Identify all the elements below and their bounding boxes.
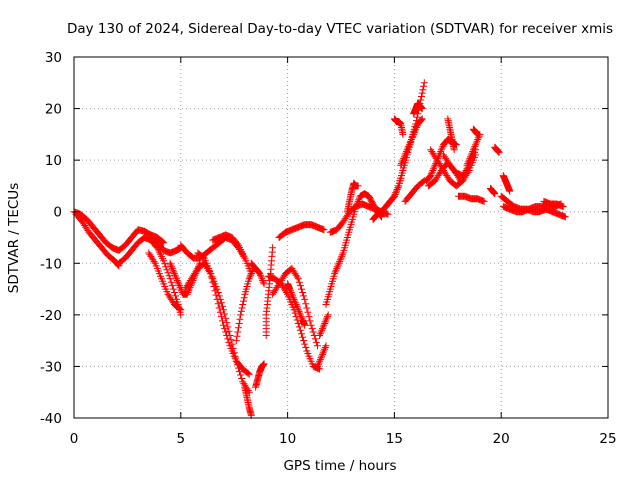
y-tick-label: -30	[40, 359, 62, 375]
series-arc-21	[316, 311, 332, 339]
y-tick-label: -40	[40, 411, 62, 427]
x-tick-label: 10	[279, 431, 296, 447]
y-axis-label: SDTVAR / TECUs	[6, 183, 22, 293]
data-point-markers	[390, 115, 407, 138]
series-arc-35	[444, 115, 458, 154]
data-point-markers	[269, 264, 321, 350]
x-tick-label: 25	[599, 431, 616, 447]
series-arc-11	[232, 264, 257, 345]
data-point-markers	[463, 130, 484, 169]
data-point-markers	[397, 115, 426, 169]
data-point-markers	[410, 99, 426, 118]
y-tick-labels: -40 -30 -20 -10 0 10 20 30	[40, 50, 62, 427]
series-arc-5	[145, 249, 185, 314]
series-arc-29	[401, 177, 428, 205]
series-arc-13	[247, 259, 268, 288]
series-arc-28	[397, 115, 426, 169]
y-tick-label: -10	[40, 256, 62, 272]
series-arc-39	[487, 185, 499, 198]
series-arc-38	[469, 125, 482, 138]
y-tick-label: 10	[45, 153, 62, 169]
data-point-markers	[343, 179, 362, 216]
axis-ticks	[73, 56, 609, 419]
series-arc-15	[262, 244, 277, 339]
data-point-markers	[444, 115, 458, 154]
data-point-markers	[181, 259, 253, 396]
x-axis-label: GPS time / hours	[283, 458, 396, 474]
series-arc-42	[499, 172, 514, 195]
data-point-markers	[145, 249, 185, 314]
series-arc-19	[275, 221, 328, 241]
data-point-markers	[540, 197, 567, 211]
data-point-markers	[284, 280, 309, 329]
plot-frame	[73, 56, 609, 419]
data-point-markers	[232, 264, 257, 345]
series-arc-9	[181, 259, 253, 396]
data-point-markers	[209, 231, 255, 278]
series-arc-30	[410, 99, 426, 118]
x-tick-label: 0	[70, 431, 79, 447]
chart-title: Day 130 of 2024, Sidereal Day-to-day VTE…	[67, 21, 613, 37]
data-point-markers	[252, 360, 268, 391]
data-point-markers	[247, 259, 268, 288]
y-tick-label: -20	[40, 308, 62, 324]
series-arc-2	[72, 210, 123, 270]
x-tick-label: 15	[386, 431, 403, 447]
data-point-markers	[72, 210, 123, 270]
data-point-markers	[487, 185, 499, 198]
series-arc-40	[491, 143, 503, 156]
series-arc-44	[540, 197, 567, 211]
series-arc-14	[252, 360, 268, 391]
data-point-markers	[469, 125, 482, 138]
series-arc-18	[284, 280, 309, 329]
data-point-markers	[241, 383, 255, 419]
y-tick-label: 20	[45, 102, 62, 118]
series-arc-17	[269, 264, 321, 350]
data-point-markers	[262, 244, 277, 339]
data-point-markers	[491, 143, 503, 156]
data-point-markers	[455, 192, 488, 205]
series-arc-24	[343, 179, 362, 216]
data-point-markers	[115, 234, 185, 319]
data-point-markers	[275, 221, 328, 241]
data-point-markers	[401, 177, 428, 205]
data-point-markers	[147, 231, 185, 257]
x-tick-labels: 0 5 10 15 20 25	[70, 431, 617, 447]
series-arc-27	[390, 115, 407, 138]
series-arc-37	[463, 130, 484, 169]
series-arc-36	[455, 192, 488, 205]
y-tick-label: 30	[45, 50, 62, 66]
x-tick-label: 20	[493, 431, 510, 447]
y-tick-label: 0	[53, 205, 62, 221]
data-point-markers	[314, 342, 330, 370]
series-arc-20	[314, 342, 330, 370]
data-point-markers	[499, 172, 514, 195]
series-arc-3	[115, 234, 185, 319]
series-arc-4	[147, 231, 185, 257]
series-arc-12	[241, 383, 255, 419]
x-tick-label: 5	[177, 431, 186, 447]
series-arc-10	[209, 231, 255, 278]
data-point-markers	[316, 311, 332, 339]
